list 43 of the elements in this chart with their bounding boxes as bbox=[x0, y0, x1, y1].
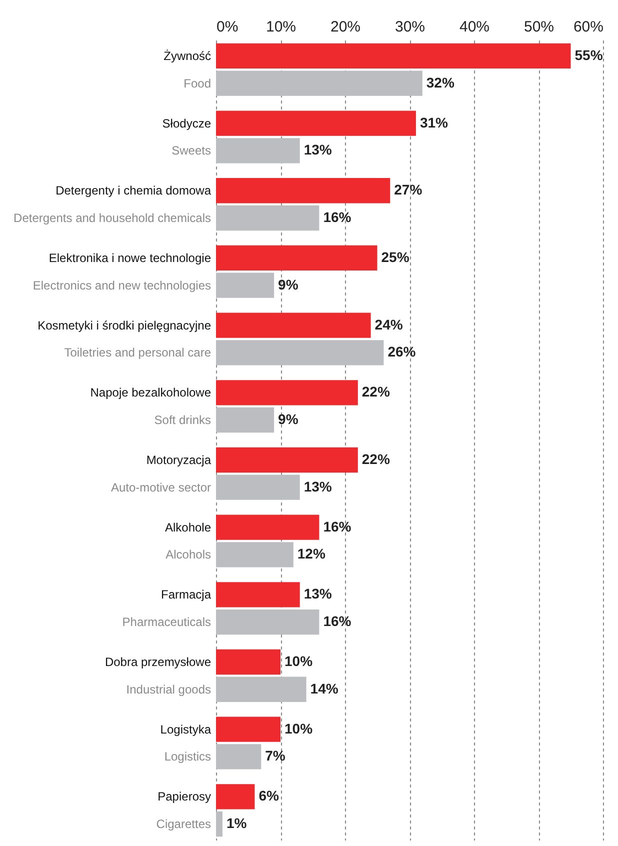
data-label: 12% bbox=[297, 546, 326, 562]
y-tick-label: Logistyka Logistics bbox=[160, 722, 212, 764]
data-label: 22% bbox=[362, 384, 390, 400]
y-tick-label: Papierosy Cigarettes bbox=[156, 790, 211, 832]
data-label: 9% bbox=[278, 276, 299, 292]
y-tick-label: Farmacja Pharmaceuticals bbox=[122, 588, 212, 630]
x-tick-label: 50% bbox=[524, 18, 554, 36]
data-label: 10% bbox=[284, 653, 314, 670]
data-label: 6% bbox=[258, 788, 280, 804]
x-tick-label: 60% bbox=[573, 18, 604, 36]
x-tick-label: 30% bbox=[394, 18, 426, 36]
x-tick-label: 10% bbox=[266, 18, 296, 36]
data-label: 25% bbox=[381, 248, 410, 265]
y-tick-label: Detergenty i chemia domowa Detergents and household chemicals bbox=[14, 184, 212, 225]
y-tick-label: Żywność Food bbox=[164, 48, 211, 90]
data-label: 7% bbox=[265, 748, 286, 764]
data-label: 13% bbox=[304, 478, 332, 494]
y-tick-label: Kosmetyki i środki pielęgnacyjne Toiletries and personal care bbox=[38, 318, 212, 360]
data-label: 16% bbox=[323, 613, 352, 630]
y-tick-label: Napoje bezalkoholowe Soft drinks bbox=[90, 386, 212, 428]
data-label: 16% bbox=[323, 208, 352, 225]
x-tick-label: 20% bbox=[330, 18, 361, 36]
data-label: 24% bbox=[374, 316, 404, 332]
data-label: 13% bbox=[304, 586, 332, 602]
y-tick-label: Alkohole Alcohols bbox=[164, 520, 212, 562]
data-label: 22% bbox=[362, 450, 390, 467]
data-label: 14% bbox=[310, 680, 339, 696]
y-tick-label: Słodycze Sweets bbox=[162, 116, 212, 158]
data-label: 26% bbox=[388, 344, 416, 360]
x-tick-label: 40% bbox=[459, 18, 490, 36]
data-label: 9% bbox=[278, 411, 299, 428]
data-label: 10% bbox=[284, 720, 314, 736]
data-label: 1% bbox=[226, 815, 248, 832]
data-label: 16% bbox=[323, 518, 352, 534]
data-label: 27% bbox=[394, 182, 423, 198]
y-tick-label: Elektronika i nowe technologie Electronics and new technologies bbox=[32, 250, 212, 292]
data-label: 13% bbox=[304, 142, 332, 158]
y-tick-label: Motoryzacja Auto-motive sector bbox=[110, 452, 212, 494]
x-tick-label: 0% bbox=[216, 18, 238, 36]
data-label: 55% bbox=[574, 46, 604, 63]
y-tick-label: Dobra przemysłowe Industrial goods bbox=[104, 655, 212, 696]
data-label: 31% bbox=[420, 114, 449, 130]
data-label: 32% bbox=[426, 74, 455, 90]
